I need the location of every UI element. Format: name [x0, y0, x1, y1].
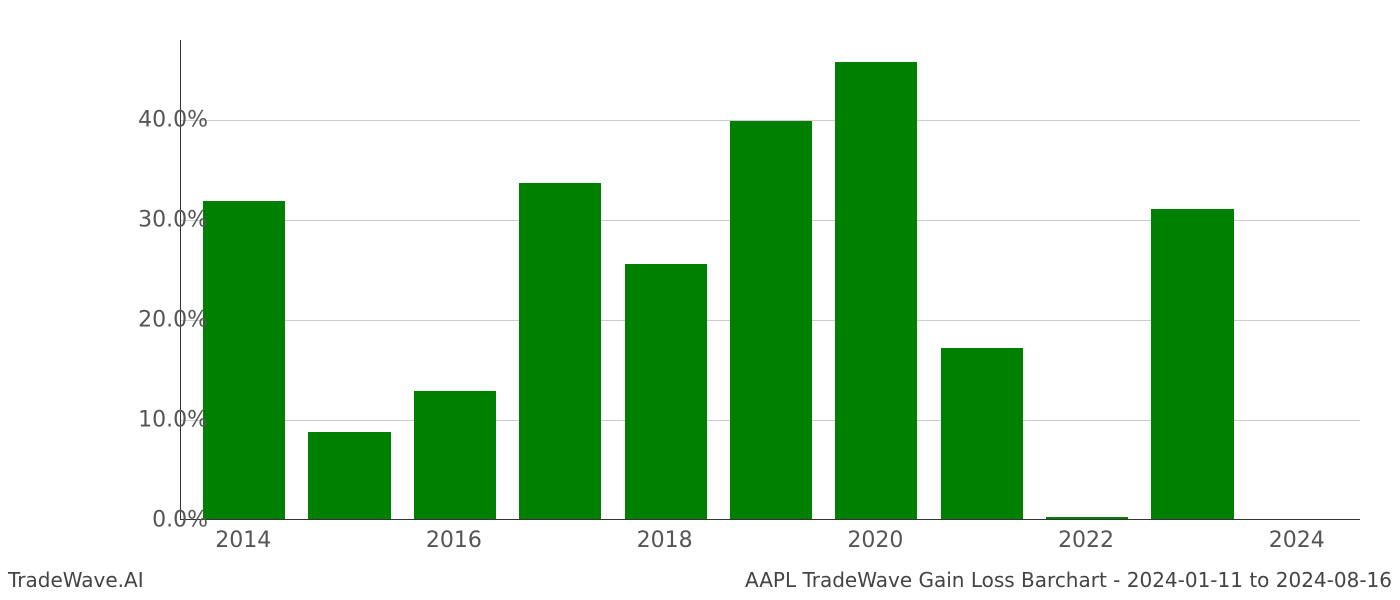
y-tick-label: 10.0% [88, 408, 208, 433]
bar [203, 201, 285, 519]
plot-area [180, 40, 1360, 520]
footer-brand: TradeWave.AI [8, 568, 144, 592]
x-tick-label: 2020 [847, 528, 903, 553]
bar [519, 183, 601, 519]
y-tick-label: 40.0% [88, 108, 208, 133]
x-tick-label: 2014 [215, 528, 271, 553]
x-tick-label: 2024 [1269, 528, 1325, 553]
y-tick-label: 20.0% [88, 308, 208, 333]
y-tick-label: 0.0% [88, 508, 208, 533]
x-tick-label: 2018 [637, 528, 693, 553]
y-tick-label: 30.0% [88, 208, 208, 233]
bar [1046, 517, 1128, 519]
bar [308, 432, 390, 519]
bar [835, 62, 917, 519]
chart-container [180, 40, 1360, 520]
bar [1151, 209, 1233, 519]
footer-title: AAPL TradeWave Gain Loss Barchart - 2024… [745, 568, 1392, 592]
x-tick-label: 2022 [1058, 528, 1114, 553]
x-tick-label: 2016 [426, 528, 482, 553]
bar [414, 391, 496, 519]
bar [625, 264, 707, 519]
bar [941, 348, 1023, 519]
bar [730, 121, 812, 519]
